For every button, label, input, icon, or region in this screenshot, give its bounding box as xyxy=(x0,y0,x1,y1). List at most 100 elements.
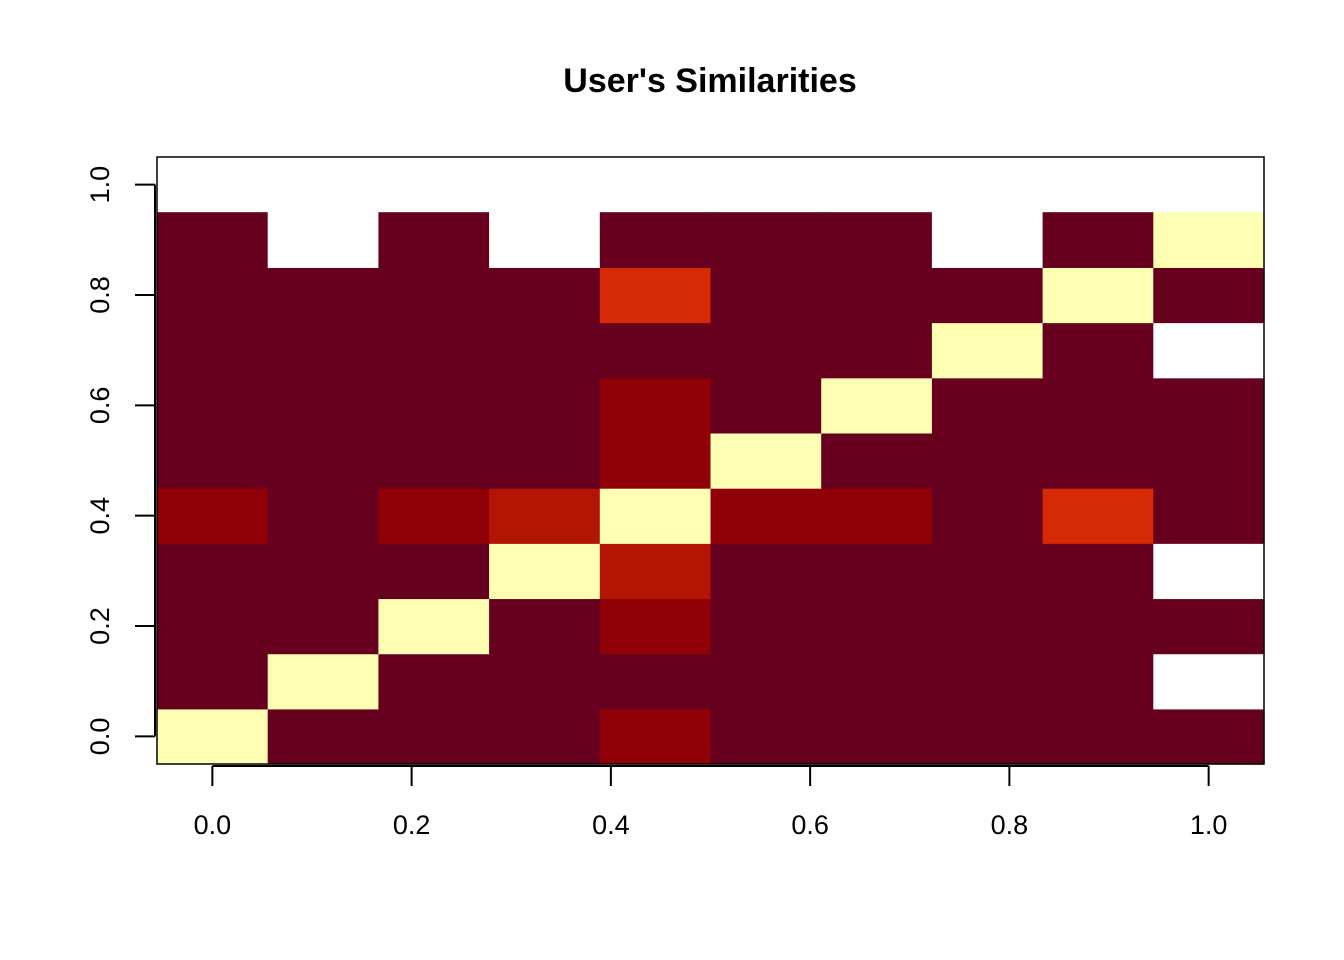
heatmap-cell-r7-c7 xyxy=(931,322,1044,379)
heatmap-cell-r8-c3 xyxy=(489,267,601,324)
heatmap-cell-r3-c6 xyxy=(821,543,933,600)
heatmap-cell-r4-c5 xyxy=(710,488,822,544)
heatmap-cell-r0-c8 xyxy=(1042,708,1154,765)
heatmap-cell-r8-c9 xyxy=(1153,267,1265,324)
heatmap-cell-r7-c6 xyxy=(821,322,933,379)
heatmap-cell-r2-c6 xyxy=(821,598,933,655)
heatmap-cell-r7-c9 xyxy=(1153,322,1265,379)
heatmap-cell-r2-c7 xyxy=(931,598,1044,655)
heatmap-cell-r6-c7 xyxy=(931,377,1044,434)
heatmap-cell-r2-c1 xyxy=(267,598,379,655)
heatmap-cell-r3-c9 xyxy=(1153,543,1265,600)
heatmap-cell-r6-c6 xyxy=(821,377,933,434)
plot-frame xyxy=(156,156,1265,765)
heatmap-cell-r5-c8 xyxy=(1042,432,1154,489)
heatmap-cell-r9-c9 xyxy=(1153,212,1265,268)
heatmap-cell-r1-c1 xyxy=(267,653,379,710)
heatmap-cell-r2-c9 xyxy=(1153,598,1265,655)
heatmap-cell-r8-c0 xyxy=(157,267,269,324)
heatmap-cell-r3-c7 xyxy=(931,543,1044,600)
y-tick-label: 0.6 xyxy=(85,387,115,425)
heatmap-cell-r4-c8 xyxy=(1042,488,1154,544)
heatmap-cell-r0-c7 xyxy=(931,708,1044,765)
heatmap-cell-r4-c2 xyxy=(378,488,490,544)
heatmap-cell-r5-c5 xyxy=(710,432,822,489)
heatmap-cell-r2-c2 xyxy=(378,598,490,655)
heatmap-cell-r9-c0 xyxy=(157,212,269,268)
heatmap-cell-r5-c2 xyxy=(378,432,490,489)
heatmap-cell-r6-c5 xyxy=(710,377,822,434)
heatmap-cell-r5-c1 xyxy=(267,432,379,489)
heatmap-cell-r1-c4 xyxy=(599,653,712,710)
heatmap-cell-r4-c4 xyxy=(599,488,712,544)
heatmap-cell-r1-c7 xyxy=(931,653,1044,710)
heatmap-cell-r9-c6 xyxy=(821,212,933,268)
heatmap-cell-r6-c9 xyxy=(1153,377,1265,434)
heatmap-cell-r0-c2 xyxy=(378,708,490,765)
heatmap-cell-r8-c7 xyxy=(931,267,1044,324)
heatmap-cell-r6-c8 xyxy=(1042,377,1154,434)
x-tick-label: 0.2 xyxy=(393,810,431,840)
heatmap-cell-r6-c4 xyxy=(599,377,712,434)
heatmap-cell-r8-c2 xyxy=(378,267,490,324)
heatmap-cell-r4-c3 xyxy=(489,488,601,544)
heatmap-cell-r6-c3 xyxy=(489,377,601,434)
heatmap-cell-r4-c1 xyxy=(267,488,379,544)
x-tick-label: 0.8 xyxy=(991,810,1029,840)
heatmap-cell-r9-c1 xyxy=(267,212,379,268)
heatmap-cell-r0-c0 xyxy=(157,708,269,765)
heatmap-cell-r0-c6 xyxy=(821,708,933,765)
heatmap-cell-r9-c4 xyxy=(599,212,712,268)
heatmap-cell-r7-c3 xyxy=(489,322,601,379)
heatmap-cells xyxy=(157,212,1265,765)
heatmap-cell-r5-c9 xyxy=(1153,432,1265,489)
heatmap-cell-r7-c5 xyxy=(710,322,822,379)
heatmap-cell-r0-c3 xyxy=(489,708,601,765)
heatmap-cell-r7-c0 xyxy=(157,322,269,379)
heatmap-cell-r2-c3 xyxy=(489,598,601,655)
heatmap-cell-r5-c4 xyxy=(599,432,712,489)
x-tick-label: 0.6 xyxy=(791,810,829,840)
x-tick-label: 1.0 xyxy=(1190,810,1228,840)
heatmap-cell-r1-c6 xyxy=(821,653,933,710)
heatmap-cell-r5-c0 xyxy=(157,432,269,489)
heatmap-cell-r3-c3 xyxy=(489,543,601,600)
heatmap-cell-r4-c9 xyxy=(1153,488,1265,544)
y-tick-label: 0.2 xyxy=(85,607,115,645)
heatmap-cell-r3-c1 xyxy=(267,543,379,600)
heatmap-cell-r9-c3 xyxy=(489,212,601,268)
x-tick-label: 0.0 xyxy=(194,810,232,840)
heatmap-cell-r8-c8 xyxy=(1042,267,1154,324)
heatmap-cell-r9-c7 xyxy=(931,212,1044,268)
heatmap-cell-r9-c8 xyxy=(1042,212,1154,268)
heatmap-cell-r6-c1 xyxy=(267,377,379,434)
heatmap-cell-r5-c6 xyxy=(821,432,933,489)
x-tick-label: 0.4 xyxy=(592,810,630,840)
heatmap-cell-r1-c3 xyxy=(489,653,601,710)
heatmap-cell-r1-c2 xyxy=(378,653,490,710)
heatmap-cell-r2-c5 xyxy=(710,598,822,655)
heatmap-cell-r3-c4 xyxy=(599,543,712,600)
heatmap-cell-r0-c5 xyxy=(710,708,822,765)
heatmap-cell-r8-c5 xyxy=(710,267,822,324)
heatmap-cell-r8-c6 xyxy=(821,267,933,324)
heatmap-cell-r5-c7 xyxy=(931,432,1044,489)
heatmap-cell-r0-c9 xyxy=(1153,708,1265,765)
heatmap-cell-r2-c0 xyxy=(157,598,269,655)
heatmap-cell-r1-c0 xyxy=(157,653,269,710)
heatmap-cell-r7-c1 xyxy=(267,322,379,379)
y-tick-label: 0.8 xyxy=(85,276,115,314)
heatmap-cell-r3-c5 xyxy=(710,543,822,600)
heatmap-cell-r7-c2 xyxy=(378,322,490,379)
heatmap-cell-r9-c2 xyxy=(378,212,490,268)
heatmap-cell-r7-c8 xyxy=(1042,322,1154,379)
heatmap-cell-r6-c2 xyxy=(378,377,490,434)
heatmap-cell-r0-c1 xyxy=(267,708,379,765)
heatmap-cell-r8-c1 xyxy=(267,267,379,324)
y-tick-label: 1.0 xyxy=(85,166,115,204)
chart-title: User's Similarities xyxy=(563,62,856,100)
heatmap-cell-r9-c5 xyxy=(710,212,822,268)
heatmap-cell-r0-c4 xyxy=(599,708,712,765)
heatmap-cell-r2-c8 xyxy=(1042,598,1154,655)
